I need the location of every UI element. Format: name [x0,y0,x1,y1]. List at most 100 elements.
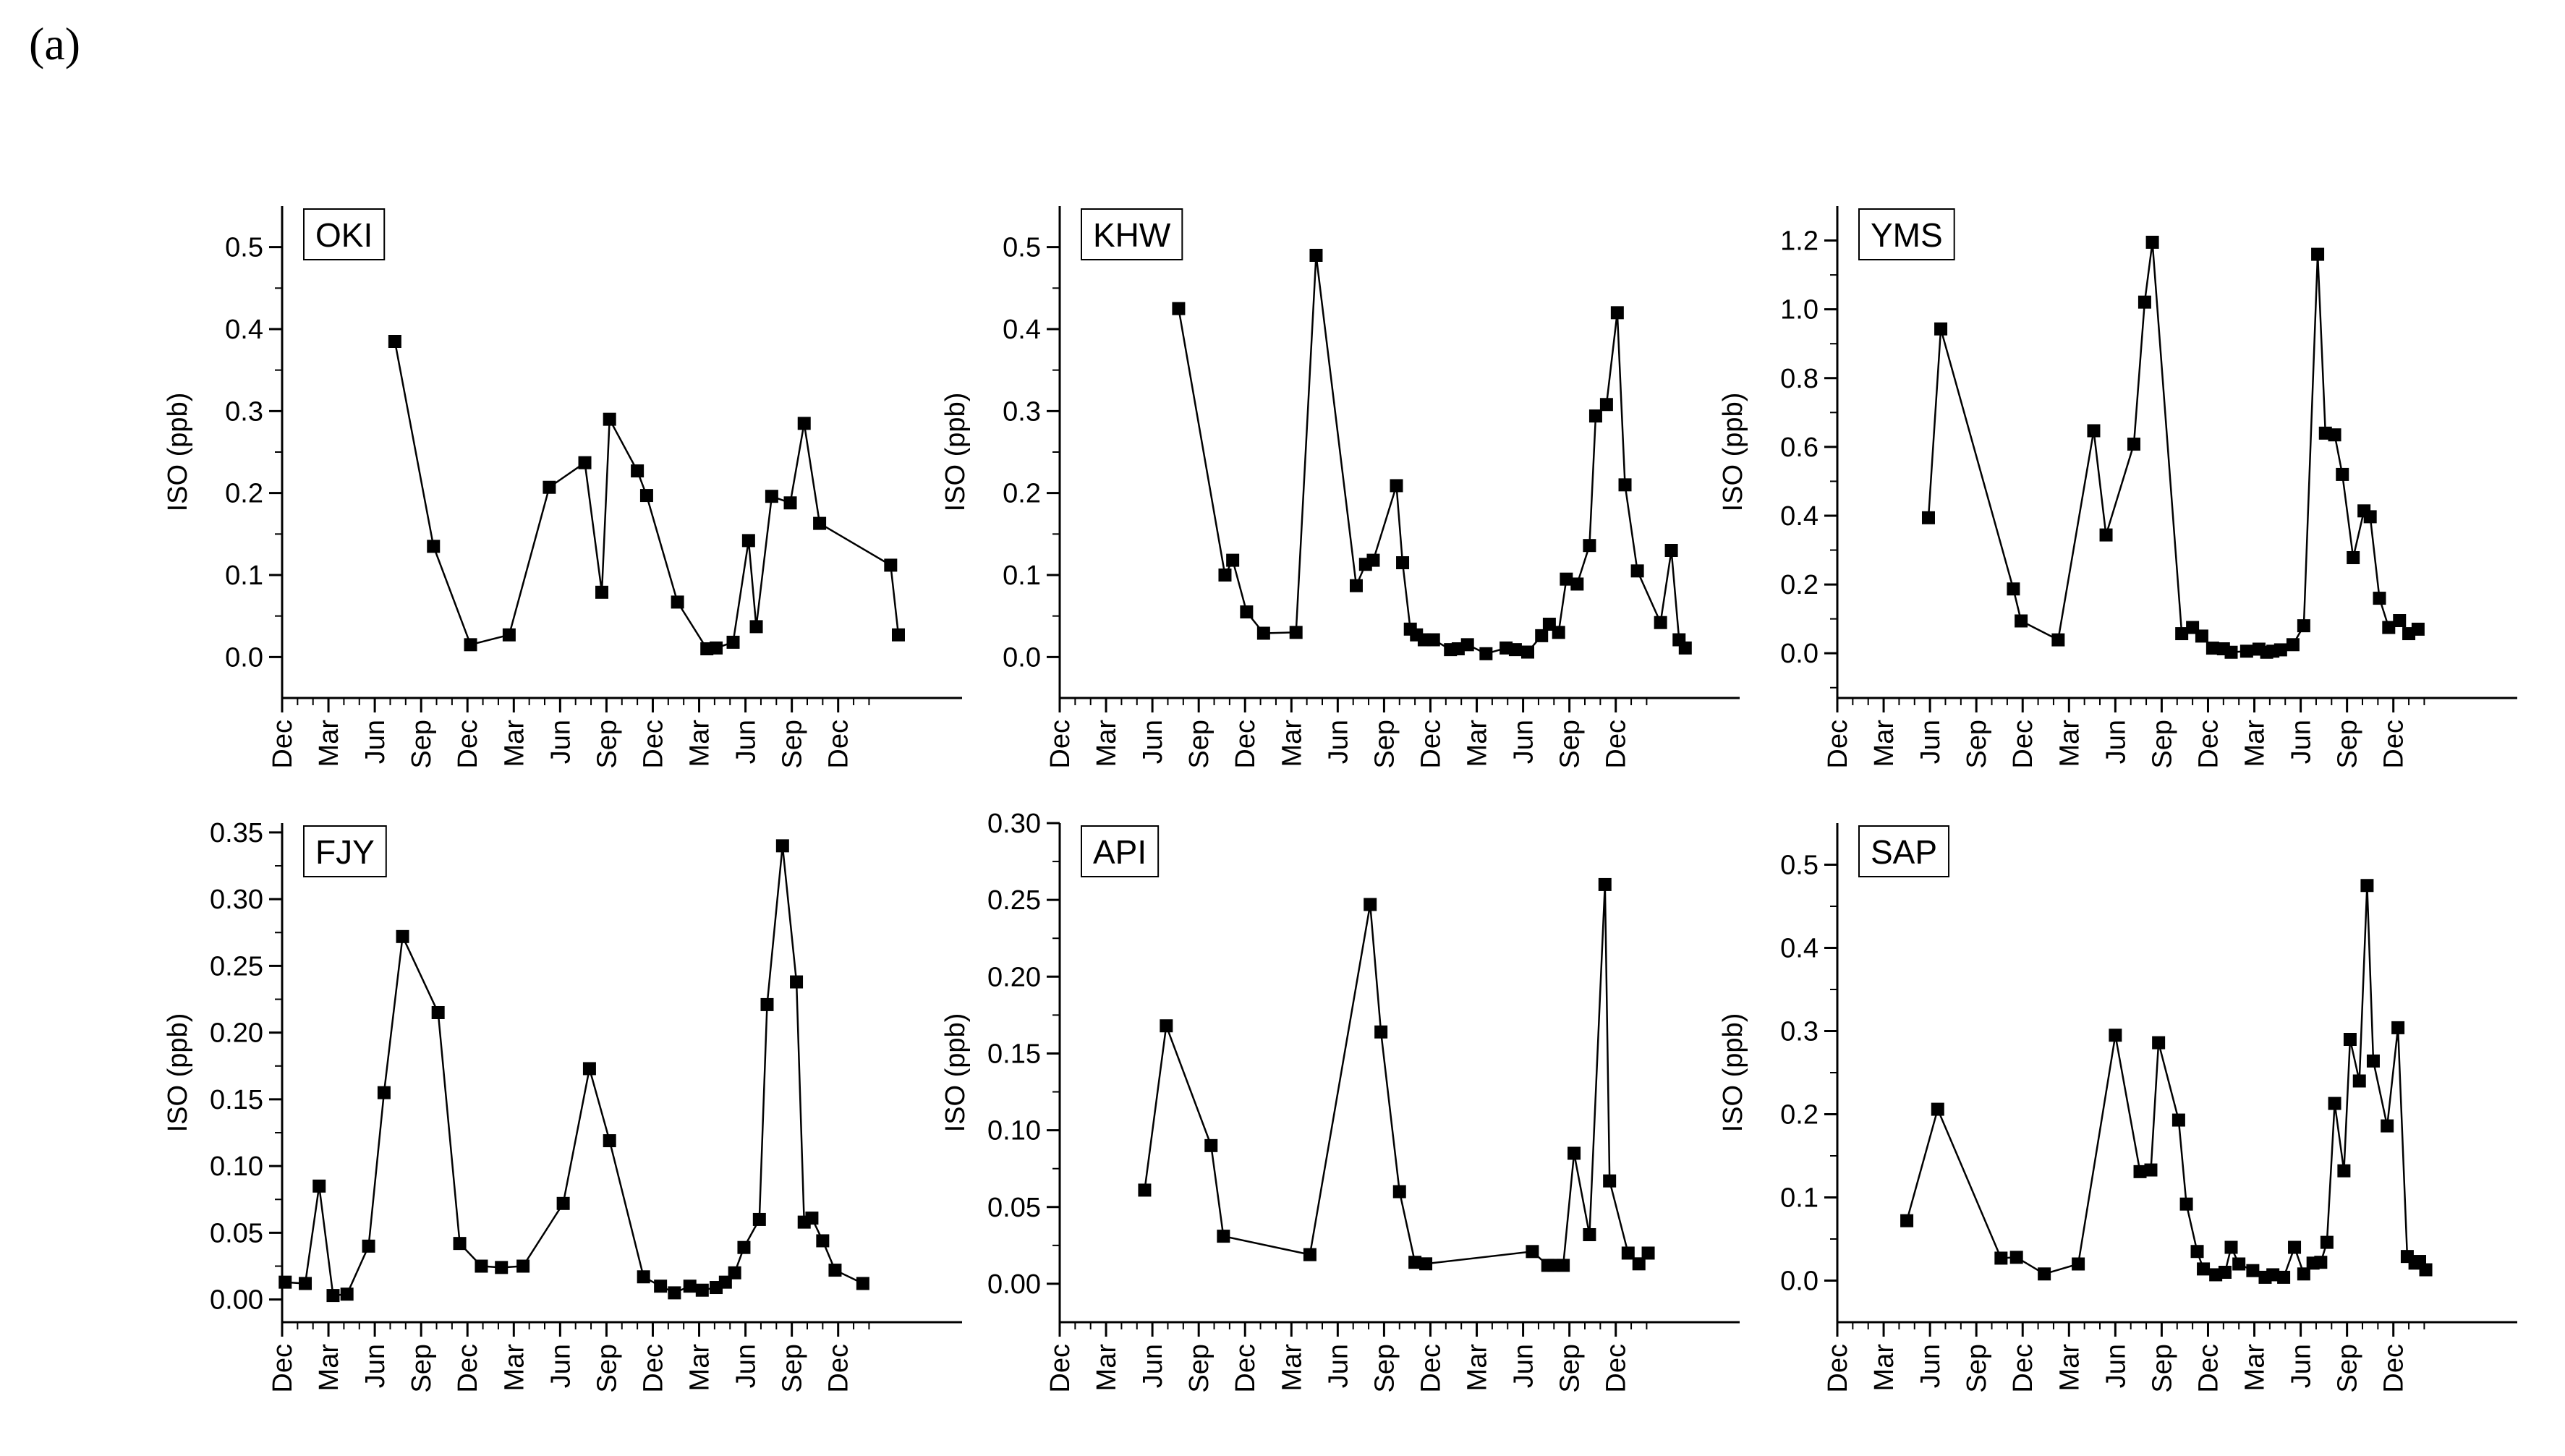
data-point [326,1289,340,1303]
data-point [396,929,409,943]
data-point [2205,642,2219,655]
data-point [1349,579,1363,592]
data-point [1508,643,1522,657]
data-point [2224,1240,2238,1254]
data-point [1309,249,1323,262]
data-point [2381,1119,2394,1133]
data-point [1160,1019,1173,1033]
x-tick-label: Dec [1601,720,1632,769]
data-point [1426,633,1440,647]
x-tick-label: Sep [592,720,622,769]
x-tick-label: Jun [360,1344,391,1388]
series-line [1144,884,1649,1266]
data-point [1994,1251,2008,1265]
data-point [741,534,755,548]
x-tick-label: Dec [2193,720,2224,769]
y-tick-label: 0.15 [210,1085,263,1115]
data-point [1172,302,1186,315]
data-point [2373,592,2386,605]
data-point [2145,235,2159,249]
data-point [2009,1251,2023,1264]
data-point [543,480,556,494]
data-point [2232,1257,2246,1271]
data-point [2195,629,2208,643]
y-tick-label: 0.00 [210,1285,263,1316]
station-label-box [303,825,387,877]
data-point [2288,1240,2302,1254]
data-point [1289,626,1303,639]
x-tick-label: Mar [2240,1344,2271,1392]
data-point [1392,1185,1406,1199]
data-point [1240,605,1254,618]
x-tick-label: Jun [2287,720,2317,764]
data-point [728,1266,741,1280]
x-tick-label: Dec [638,720,668,769]
data-point [377,1086,391,1099]
x-tick-label: Jun [2287,1344,2317,1388]
x-tick-label: Mar [499,720,529,767]
x-tick-label: Mar [314,1344,344,1392]
y-tick-label: 0.0 [1780,639,1819,669]
data-point [2366,1054,2380,1068]
y-tick-label: 0.0 [1780,1266,1819,1297]
data-point [2277,1270,2291,1284]
station-label: KHW [1093,216,1171,254]
data-point [578,456,592,469]
y-axis-label: ISO (ppb) [163,393,193,512]
y-tick-label: 0.2 [1780,570,1819,600]
x-tick-label: Jun [545,1344,576,1388]
data-point [2051,633,2065,647]
data-point [582,1062,596,1076]
x-tick-label: Dec [1230,1344,1261,1393]
data-point [765,490,778,503]
x-tick-label: Sep [1962,1344,1992,1393]
y-tick-label: 0.0 [1003,642,1041,673]
x-tick-label: Sep [2147,1344,2177,1393]
data-point [671,595,684,609]
x-tick-label: Mar [1277,720,1307,767]
y-tick-label: 0.5 [1003,233,1041,263]
data-point [2337,1164,2351,1178]
data-point [1598,877,1612,891]
data-point [1583,1227,1596,1241]
data-point [1654,616,1667,629]
station-label: YMS [1871,216,1943,254]
data-point [2190,1245,2204,1259]
x-tick-label: Dec [1416,720,1446,769]
data-point [495,1261,509,1274]
data-point [1557,1259,1570,1272]
data-point [2314,1256,2328,1269]
series-line [1927,242,2419,654]
data-point [556,1196,570,1210]
y-tick-label: 0.8 [1780,364,1819,394]
data-point [1678,641,1692,655]
data-point [775,839,789,853]
station-label-box [1081,825,1160,877]
x-tick-label: Dec [1045,720,1076,769]
data-point [1632,1257,1646,1271]
data-point [2352,1074,2366,1088]
data-point [2419,1263,2433,1277]
x-tick-label: Mar [1463,720,1493,767]
data-point [813,516,827,530]
panel-label: (a) [29,18,80,69]
x-tick-label: Dec [824,720,854,769]
x-tick-label: Dec [824,1344,854,1393]
x-tick-label: Jun [731,1344,762,1388]
data-point [2393,614,2407,628]
x-tick-label: Sep [778,1344,808,1393]
x-tick-label: Mar [1092,720,1122,767]
x-tick-label: Jun [1915,1344,1946,1388]
data-point [783,496,797,510]
data-point [2224,645,2238,659]
x-tick-label: Jun [731,720,762,764]
data-point [2273,643,2287,657]
x-tick-label: Jun [1138,720,1168,764]
data-point [1535,629,1549,642]
x-tick-label: Jun [1323,720,1353,764]
data-point [856,1277,869,1290]
y-tick-label: 0.35 [210,818,263,848]
data-point [2015,614,2028,628]
data-point [312,1179,326,1193]
y-tick-label: 0.1 [1003,561,1041,591]
